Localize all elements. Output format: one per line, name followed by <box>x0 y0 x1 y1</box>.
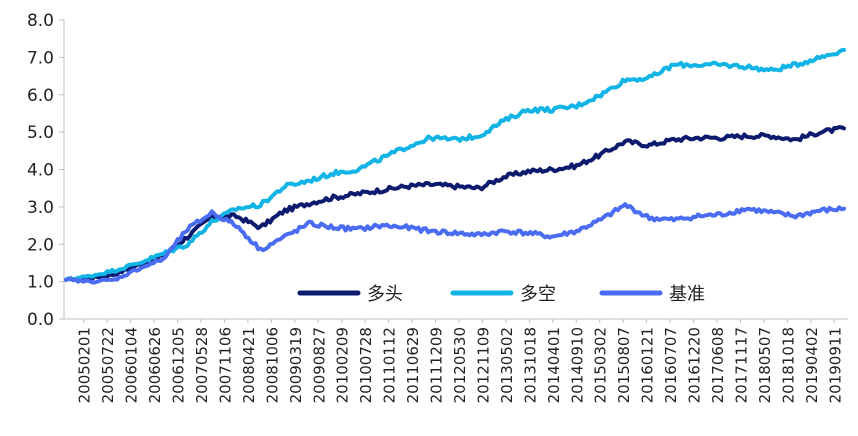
x-tick-label: 20050722 <box>99 327 117 403</box>
y-axis: 0.0 1.0 2.0 3.0 4.0 5.0 6.0 7.0 8.0 <box>27 11 65 330</box>
x-tick-label: 20180507 <box>756 327 774 403</box>
x-tick-label: 20131018 <box>521 327 539 403</box>
x-tick-label: 20161220 <box>686 327 704 403</box>
series-line-1 <box>64 125 846 283</box>
x-tick-label: 20170608 <box>709 327 727 403</box>
x-tick-label: 20171117 <box>732 327 750 403</box>
x-tick-label: 20140401 <box>545 327 563 403</box>
series-layer <box>64 47 846 285</box>
series-line-3 <box>64 202 846 285</box>
x-tick-label: 20060104 <box>123 327 141 403</box>
x-tick-label: 20121109 <box>474 327 492 403</box>
x-tick-label: 20090319 <box>287 327 305 403</box>
y-tick-label: 5.0 <box>27 123 54 143</box>
x-tick-label: 20190402 <box>803 327 821 403</box>
x-tick-label: 20080421 <box>240 327 258 403</box>
y-tick-label: 0.0 <box>27 310 54 330</box>
x-tick-label: 20071106 <box>216 327 234 403</box>
y-tick-label: 1.0 <box>27 273 54 293</box>
legend-label: 多头 <box>367 284 403 305</box>
x-tick-label: 20110112 <box>381 327 399 403</box>
x-tick-label: 20100728 <box>357 327 375 403</box>
x-tick-label: 20060626 <box>146 327 164 403</box>
x-tick-label: 20160707 <box>662 327 680 403</box>
y-tick-label: 6.0 <box>27 86 54 106</box>
x-tick-label: 20120530 <box>451 327 469 403</box>
series-line-2 <box>64 47 846 282</box>
legend: 多头 多空 基准 <box>297 284 705 305</box>
y-tick-label: 3.0 <box>27 198 54 218</box>
x-tick-label: 20061205 <box>170 327 188 403</box>
x-tick-label: 20140910 <box>568 327 586 403</box>
y-tick-label: 4.0 <box>27 161 54 181</box>
x-tick-label: 20130502 <box>498 327 516 403</box>
x-tick-label: 20090827 <box>310 327 328 403</box>
x-tick-label: 20081006 <box>263 327 281 403</box>
x-tick-label: 20190911 <box>826 327 844 403</box>
x-tick-label: 20111209 <box>428 327 446 403</box>
x-tick-label: 20181018 <box>779 327 797 403</box>
x-tick-label: 20050201 <box>76 327 94 403</box>
y-tick-label: 2.0 <box>27 235 54 255</box>
x-axis: 20050201 20050722 20060104 20060626 20061205… <box>64 318 848 403</box>
legend-label: 基准 <box>669 284 705 305</box>
y-tick-label: 7.0 <box>27 48 54 68</box>
x-tick-label: 20110629 <box>404 327 422 403</box>
x-tick-label: 20160121 <box>639 327 657 403</box>
x-tick-label: 20070528 <box>193 327 211 403</box>
y-tick-label: 8.0 <box>27 11 54 31</box>
x-tick-label: 20150807 <box>615 327 633 403</box>
x-tick-label: 20150302 <box>592 327 610 403</box>
x-tick-label: 20100209 <box>334 327 352 403</box>
legend-label: 多空 <box>520 284 556 305</box>
